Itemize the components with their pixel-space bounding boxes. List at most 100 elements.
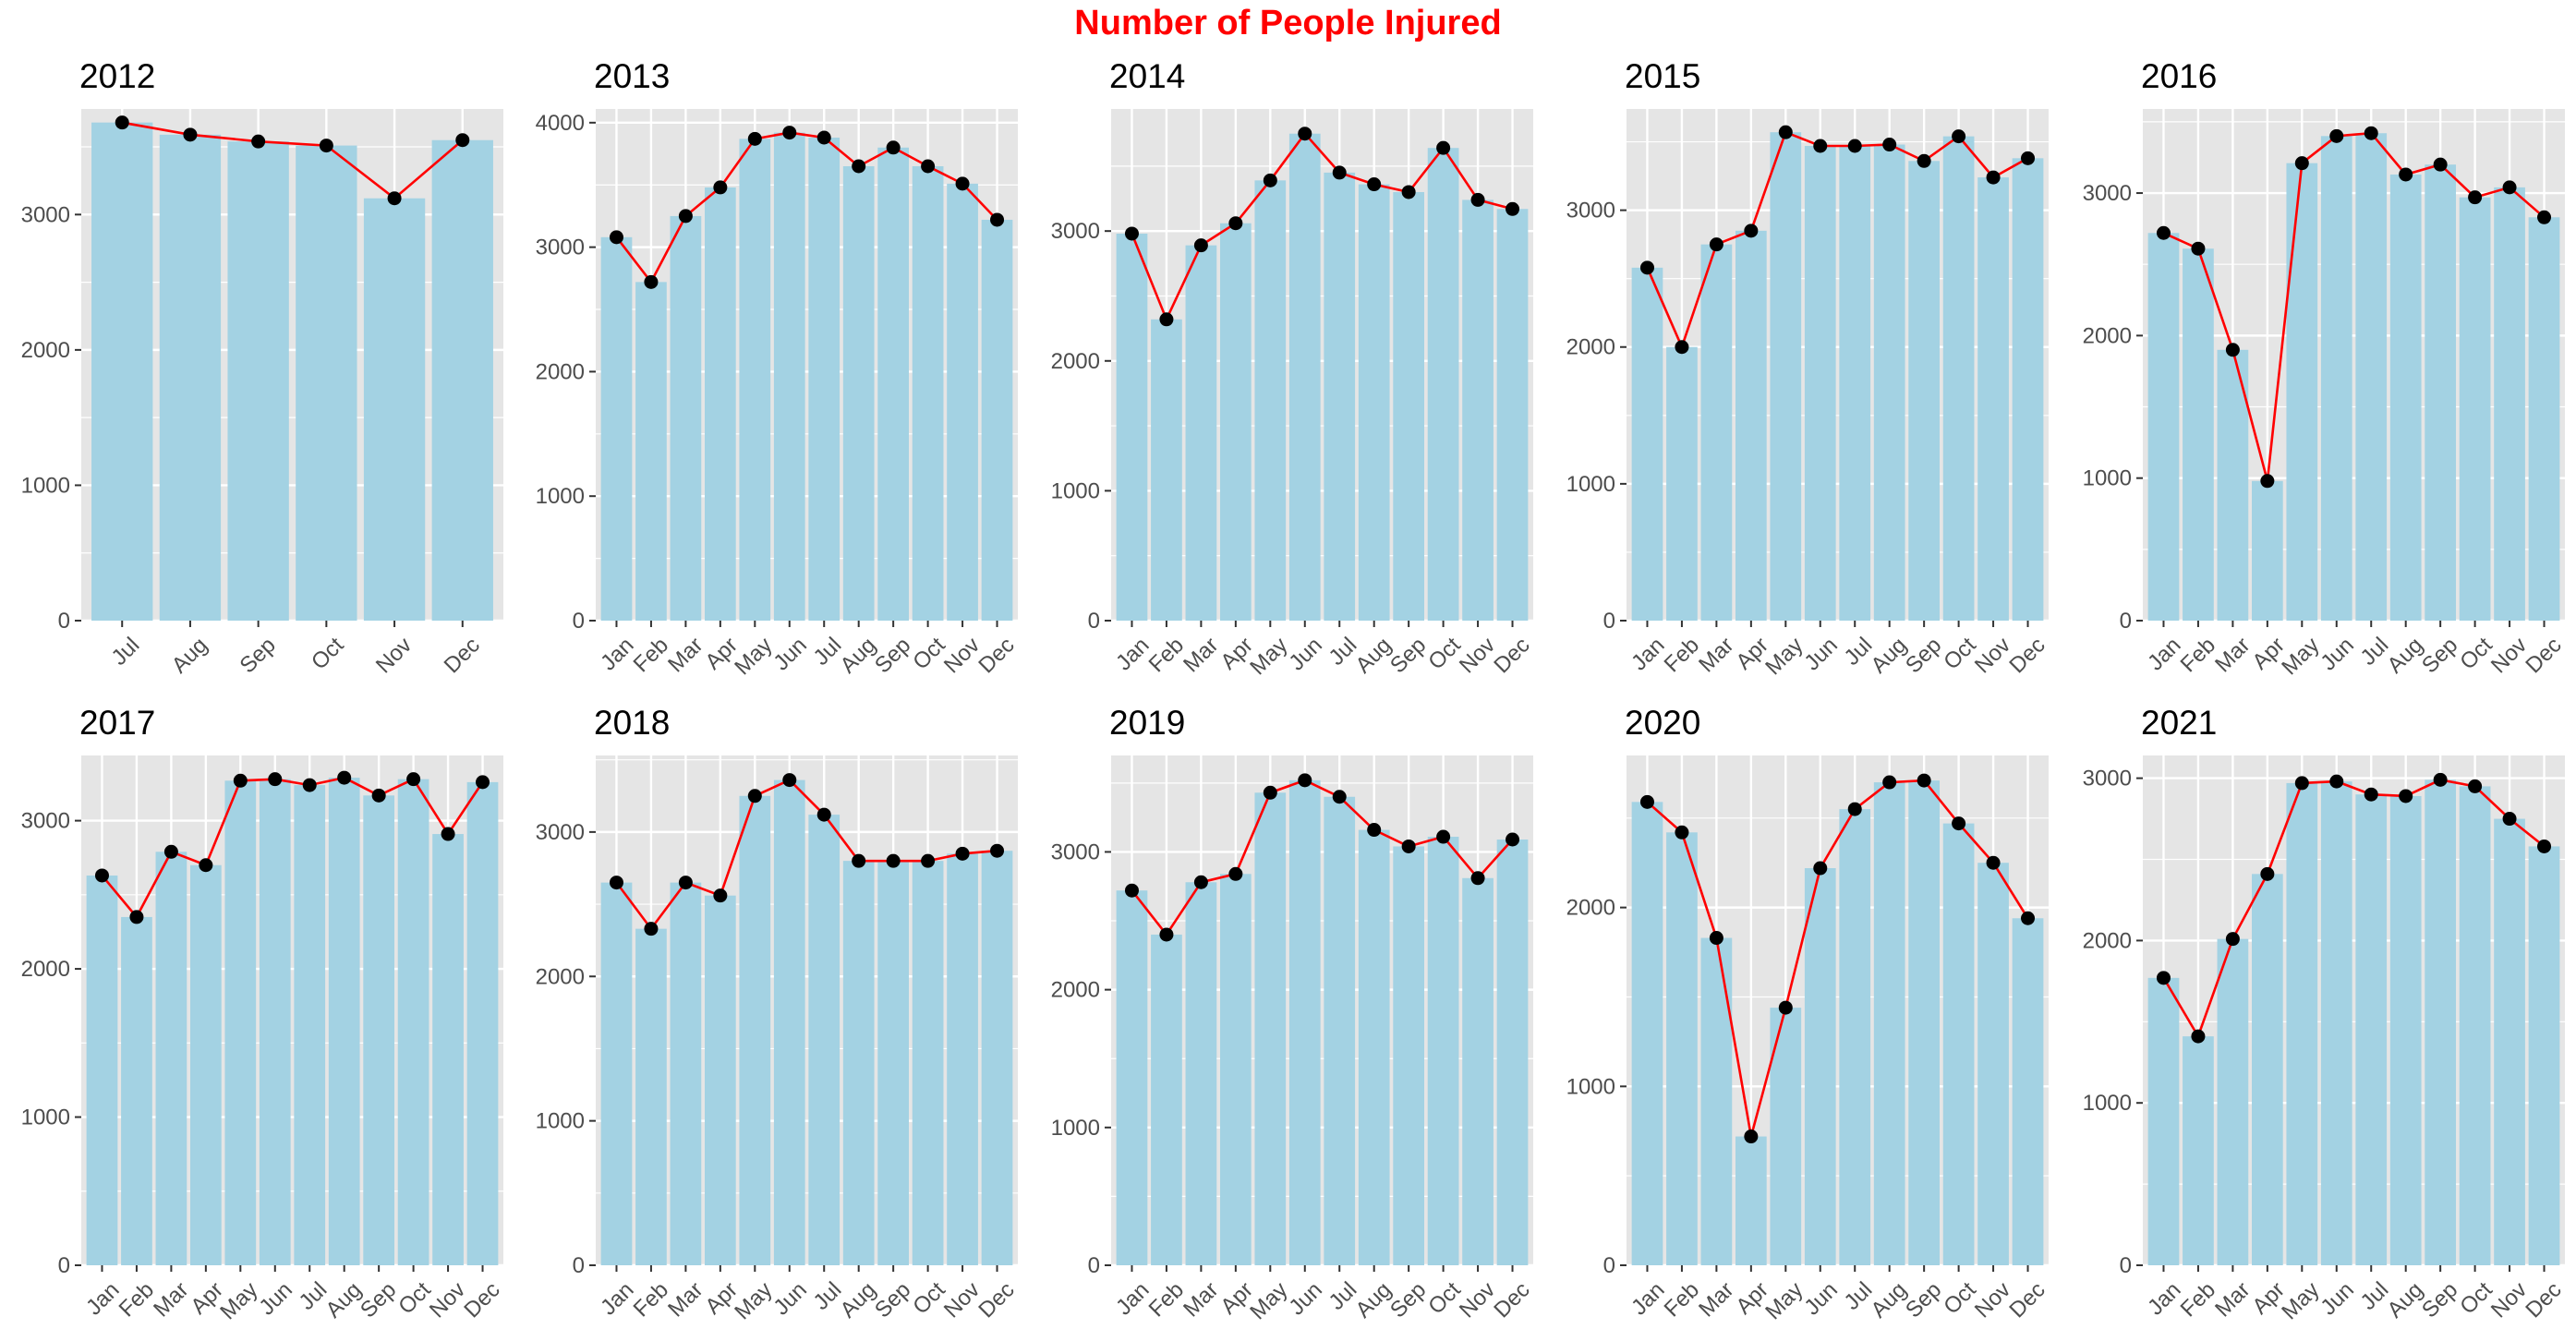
x-tick-label: Oct	[307, 633, 349, 675]
data-point	[163, 844, 178, 859]
bar-jan	[86, 875, 118, 1265]
bar-may	[1770, 132, 1802, 621]
bar-jan	[600, 882, 633, 1265]
bar-nov	[432, 834, 464, 1265]
data-point	[1124, 883, 1139, 898]
data-point	[852, 853, 866, 868]
x-tick-label: Jan	[1627, 633, 1669, 675]
data-point	[921, 159, 936, 174]
bar-dec	[466, 781, 499, 1265]
data-point	[1952, 816, 1966, 831]
data-point	[2433, 772, 2448, 787]
data-point	[94, 868, 109, 883]
x-tick-label: Mar	[663, 1277, 707, 1322]
bar-oct	[397, 779, 429, 1265]
bar-sep	[2425, 164, 2457, 621]
data-point	[1263, 785, 1277, 800]
bar-jul	[2355, 794, 2388, 1265]
data-point	[1506, 832, 1520, 847]
bar-feb	[635, 928, 667, 1265]
data-point	[1401, 185, 1416, 199]
bar-may	[739, 139, 771, 622]
bar-jun	[259, 779, 291, 1265]
x-tick-label: Dec	[459, 1277, 504, 1323]
data-point	[319, 139, 333, 153]
bar-aug	[328, 778, 360, 1265]
y-tick-label: 2000	[1051, 978, 1100, 1003]
data-point	[2399, 167, 2413, 182]
panel-title: 2017	[79, 704, 155, 742]
bar-jan	[2147, 977, 2180, 1265]
data-point	[678, 876, 693, 890]
data-point	[1193, 875, 1208, 889]
bar-jul	[1324, 172, 1356, 621]
bar-jul	[1839, 809, 1871, 1265]
x-tick-label: Oct	[908, 1277, 950, 1320]
y-tick-label: 0	[573, 1253, 585, 1278]
data-point	[1709, 931, 1723, 946]
y-tick-label: 3000	[1051, 219, 1100, 244]
bar-jun	[2320, 136, 2352, 622]
y-tick-label: 2000	[1566, 896, 1615, 921]
data-point	[2225, 343, 2240, 357]
bar-oct	[912, 861, 944, 1265]
bar-nov	[2494, 818, 2525, 1265]
series-line	[2162, 779, 2546, 1040]
bar-jan	[1631, 802, 1663, 1265]
y-tick-label: 2000	[21, 957, 70, 982]
bar-aug	[2389, 795, 2422, 1265]
x-tick-label: Feb	[115, 1277, 159, 1322]
bar-mar	[155, 852, 187, 1265]
x-tick-label: Dec	[1489, 1277, 1534, 1323]
data-point	[921, 853, 936, 868]
bar-apr	[704, 895, 736, 1265]
data-point	[2191, 241, 2206, 256]
bar-apr	[1219, 874, 1252, 1265]
data-point	[609, 876, 623, 890]
bar-jun	[1288, 779, 1321, 1265]
x-tick-label: Dec	[974, 1277, 1019, 1323]
bar-jul	[91, 122, 153, 622]
x-tick-label: Dec	[2004, 633, 2050, 678]
bar-sep	[1393, 191, 1425, 621]
panel-title: 2020	[1625, 704, 1700, 742]
bar-feb	[635, 282, 667, 621]
bar-apr	[2251, 480, 2283, 621]
bar-jul	[2355, 133, 2388, 621]
data-point	[2225, 932, 2240, 947]
bar-mar	[1185, 245, 1217, 621]
y-tick-label: 1000	[21, 1105, 70, 1130]
data-point	[2433, 157, 2448, 172]
x-tick-label: Jun	[254, 1277, 296, 1320]
bar-jan	[1116, 233, 1148, 621]
y-tick-label: 1000	[536, 484, 585, 509]
data-point	[1952, 129, 1966, 144]
panel-2012: 0 1000 2000 3000 Jul Aug Sep Oct Nov Dec 2012	[21, 57, 503, 678]
bar-apr	[189, 864, 222, 1265]
data-point	[1228, 216, 1243, 231]
data-point	[199, 858, 213, 873]
bar-dec	[981, 851, 1013, 1265]
y-tick-label: 2000	[536, 964, 585, 989]
x-tick-label: Mar	[1694, 633, 1738, 677]
data-point	[1332, 165, 1347, 180]
x-tick-label: Jun	[2316, 633, 2358, 675]
x-tick-label: Feb	[1144, 633, 1189, 677]
data-point	[2502, 180, 2517, 195]
y-tick-label: 3000	[1051, 840, 1100, 864]
bar-feb	[1151, 319, 1182, 621]
bar-nov	[947, 183, 978, 621]
bar-mar	[2217, 349, 2249, 621]
y-tick-label: 1000	[1051, 1116, 1100, 1141]
bar-apr	[2251, 874, 2283, 1265]
y-tick-label: 2000	[1051, 349, 1100, 374]
y-tick-label: 3000	[2083, 767, 2132, 791]
y-tick-label: 2000	[1566, 335, 1615, 360]
data-point	[2021, 911, 2036, 925]
bar-feb	[2183, 248, 2214, 621]
bar-jun	[1804, 868, 1836, 1265]
data-point	[1847, 139, 1862, 153]
bar-apr	[1735, 1136, 1767, 1265]
data-point	[1709, 237, 1723, 252]
data-point	[955, 846, 970, 861]
